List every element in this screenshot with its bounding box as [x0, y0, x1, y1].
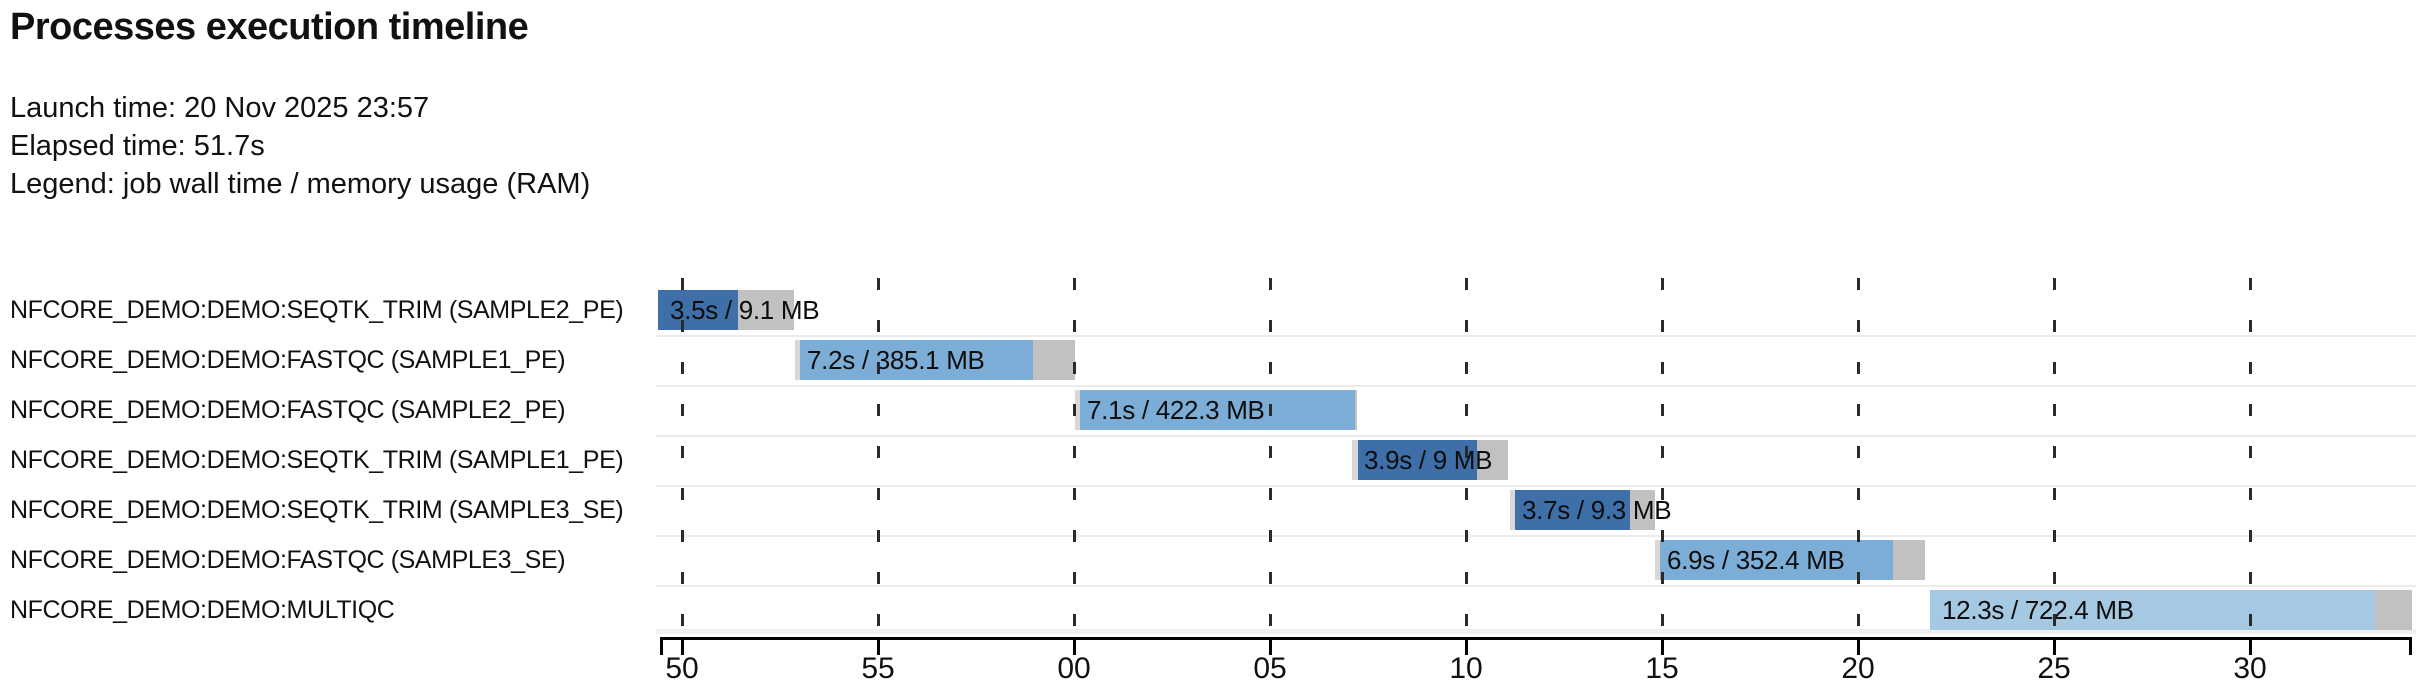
axis-end-cap	[2409, 637, 2412, 655]
bar-runtime-segment	[1660, 540, 1893, 580]
row-separator	[656, 585, 2416, 587]
axis-tick-label: 10	[1449, 652, 1483, 685]
process-label: NFCORE_DEMO:DEMO:FASTQC (SAMPLE2_PE)	[10, 395, 566, 424]
process-label: NFCORE_DEMO:DEMO:MULTIQC	[10, 595, 395, 624]
bar-lead-segment	[1075, 390, 1080, 430]
axis-end-cap	[660, 637, 663, 655]
row-separator	[656, 485, 2416, 487]
bar-tail-segment	[1630, 490, 1655, 530]
axis-tick-label: 25	[2037, 652, 2071, 685]
axis-tick-mark	[1073, 637, 1076, 655]
axis-tick-mark	[681, 637, 684, 655]
axis-tick-mark	[1465, 637, 1468, 655]
bar-tail-segment	[1477, 440, 1508, 480]
elapsed-time-text: Elapsed time: 51.7s	[10, 130, 265, 162]
axis-tick-mark	[2249, 637, 2252, 655]
bar-value-label: 7.1s / 422.3 MB	[1087, 394, 1265, 425]
row-separator	[656, 335, 2416, 337]
bar-runtime-segment	[1930, 590, 2375, 630]
dashed-gridline	[2249, 278, 2252, 636]
axis-tick-label: 00	[1057, 652, 1091, 685]
bar-tail-segment	[2375, 590, 2412, 630]
bar-runtime-segment	[1080, 390, 1355, 430]
bar-tail-segment	[1893, 540, 1925, 580]
process-bar[interactable]: 3.5s / 9.1 MB	[658, 290, 820, 330]
launch-time-text: Launch time: 20 Nov 2025 23:57	[10, 92, 430, 124]
process-bar[interactable]: 3.7s / 9.3 MB	[1510, 490, 1672, 530]
bar-runtime-segment	[658, 290, 738, 330]
process-bar[interactable]: 7.1s / 422.3 MB	[1075, 390, 1357, 430]
axis-tick-label: 55	[861, 652, 895, 685]
bar-value-label: 6.9s / 352.4 MB	[1667, 544, 1845, 575]
bar-value-label: 3.7s / 9.3 MB	[1522, 494, 1672, 525]
axis-tick-mark	[1857, 637, 1860, 655]
process-label: NFCORE_DEMO:DEMO:SEQTK_TRIM (SAMPLE3_SE)	[10, 495, 624, 524]
axis-tick-label: 30	[2233, 652, 2267, 685]
axis-tick-mark	[1269, 637, 1272, 655]
dashed-gridline	[681, 278, 684, 636]
dashed-gridline	[1269, 278, 1272, 636]
process-bar[interactable]: 12.3s / 722.4 MB	[1930, 590, 2412, 630]
bar-lead-segment	[795, 340, 800, 380]
page-title: Processes execution timeline	[10, 6, 529, 48]
bar-value-label: 12.3s / 722.4 MB	[1942, 594, 2134, 625]
axis-tick-mark	[877, 637, 880, 655]
axis-tick-label: 05	[1253, 652, 1287, 685]
bar-lead-segment	[1655, 540, 1660, 580]
axis-tick-label: 50	[665, 652, 699, 685]
bar-tail-segment	[1033, 340, 1075, 380]
bar-value-label: 3.5s / 9.1 MB	[670, 294, 820, 325]
process-label: NFCORE_DEMO:DEMO:FASTQC (SAMPLE3_SE)	[10, 545, 566, 574]
bar-runtime-segment	[800, 340, 1033, 380]
process-label: NFCORE_DEMO:DEMO:SEQTK_TRIM (SAMPLE2_PE)	[10, 295, 624, 324]
bar-runtime-segment	[1358, 440, 1477, 480]
bar-value-label: 7.2s / 385.1 MB	[807, 344, 985, 375]
dashed-gridline	[1465, 278, 1468, 636]
dashed-gridline	[1073, 278, 1076, 636]
axis-tick-label: 20	[1841, 652, 1875, 685]
axis-tick-mark	[2053, 637, 2056, 655]
row-separator	[656, 535, 2416, 537]
process-bar[interactable]: 7.2s / 385.1 MB	[795, 340, 1075, 380]
row-separator	[656, 435, 2416, 437]
dashed-gridline	[2053, 278, 2056, 636]
dashed-gridline	[1857, 278, 1860, 636]
process-bar[interactable]: 3.9s / 9 MB	[1352, 440, 1508, 480]
row-separator	[656, 385, 2416, 387]
axis-tick-label: 15	[1645, 652, 1679, 685]
process-bar[interactable]: 6.9s / 352.4 MB	[1655, 540, 1925, 580]
process-label: NFCORE_DEMO:DEMO:FASTQC (SAMPLE1_PE)	[10, 345, 566, 374]
axis-tick-mark	[1661, 637, 1664, 655]
bar-runtime-segment	[1515, 490, 1630, 530]
bar-lead-segment	[1352, 440, 1358, 480]
dashed-gridline	[1661, 278, 1664, 636]
bar-tail-segment	[738, 290, 794, 330]
axis-top-band	[656, 629, 2416, 634]
process-label: NFCORE_DEMO:DEMO:SEQTK_TRIM (SAMPLE1_PE)	[10, 445, 624, 474]
bar-value-label: 3.9s / 9 MB	[1364, 444, 1493, 475]
x-axis-line	[660, 637, 2412, 640]
dashed-gridline	[877, 278, 880, 636]
legend-text: Legend: job wall time / memory usage (RA…	[10, 168, 591, 200]
bar-tail-segment	[1355, 390, 1357, 430]
bar-lead-segment	[1510, 490, 1515, 530]
